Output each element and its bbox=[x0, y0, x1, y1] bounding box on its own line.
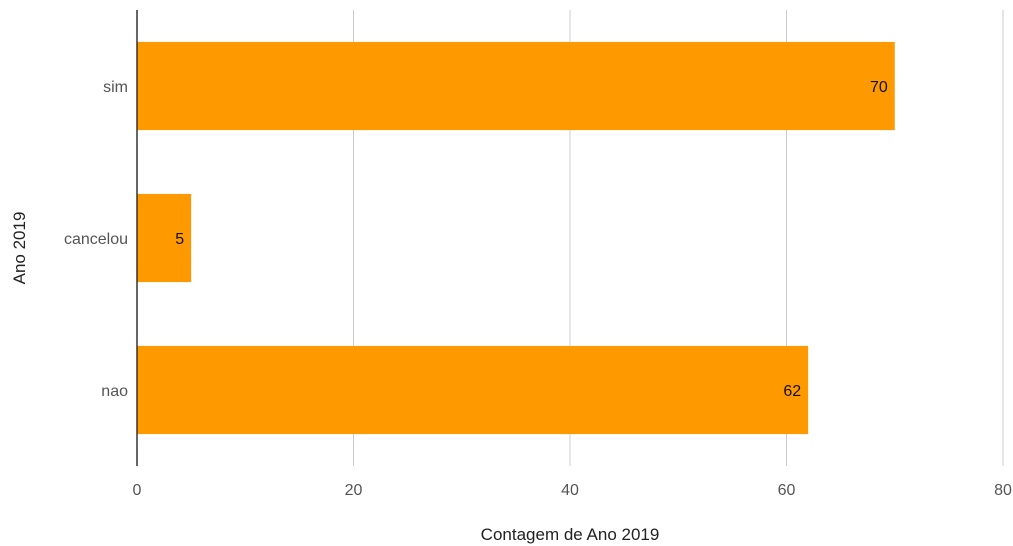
x-tick-label: 80 bbox=[994, 482, 1012, 499]
x-axis-ticks: 0 20 40 60 80 bbox=[133, 482, 1012, 499]
bar-nao bbox=[137, 345, 809, 435]
y-axis-ticks: sim cancelou nao bbox=[64, 79, 128, 400]
bars: 70 5 62 bbox=[137, 41, 895, 435]
data-label-nao: 62 bbox=[783, 383, 801, 400]
y-tick-label-nao: nao bbox=[101, 383, 128, 400]
data-label-sim: 70 bbox=[870, 79, 888, 96]
x-tick-label: 0 bbox=[133, 482, 142, 499]
data-label-cancelou: 5 bbox=[175, 231, 184, 248]
bar-cancelou bbox=[137, 193, 192, 283]
x-tick-label: 20 bbox=[345, 482, 363, 499]
y-tick-label-cancelou: cancelou bbox=[64, 231, 128, 248]
x-tick-label: 60 bbox=[778, 482, 796, 499]
y-tick-label-sim: sim bbox=[103, 79, 128, 96]
x-tick-label: 40 bbox=[561, 482, 579, 499]
y-axis-title: Ano 2019 bbox=[10, 212, 29, 285]
bar-sim bbox=[137, 41, 895, 131]
x-axis-title: Contagem de Ano 2019 bbox=[481, 525, 660, 544]
